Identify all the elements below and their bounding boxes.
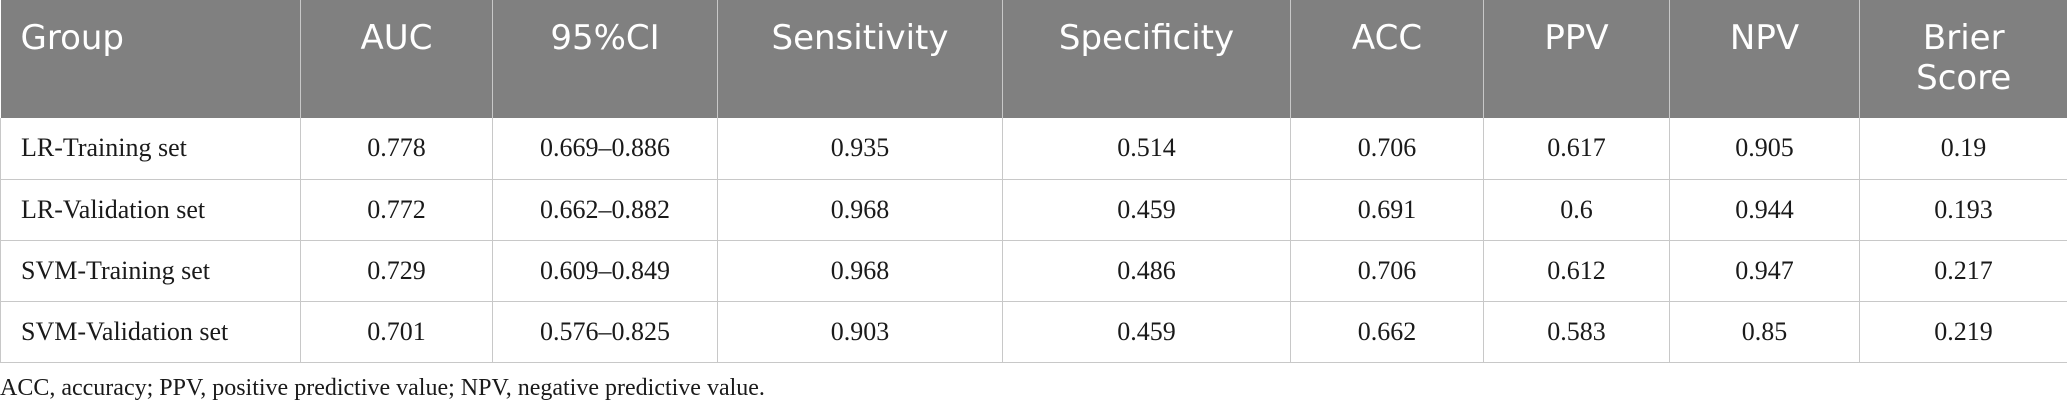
header-auc: AUC — [300, 0, 493, 118]
table-row: LR-Validation set 0.772 0.662–0.882 0.96… — [0, 179, 2067, 241]
metrics-table: Group AUC 95%CI Sensitivity Specificity … — [0, 0, 2067, 363]
cell-npv: 0.905 — [1669, 118, 1860, 180]
cell-group: SVM-Validation set — [0, 301, 301, 363]
header-95ci: 95%CI — [492, 0, 718, 118]
header-npv: NPV — [1669, 0, 1860, 118]
table-footnote: ACC, accuracy; PPV, positive predictive … — [0, 375, 765, 401]
cell-95ci: 0.669–0.886 — [492, 118, 718, 180]
cell-acc: 0.706 — [1290, 240, 1484, 302]
cell-auc: 0.778 — [300, 118, 493, 180]
cell-auc: 0.701 — [300, 301, 493, 363]
table-row: LR-Training set 0.778 0.669–0.886 0.935 … — [0, 118, 2067, 180]
cell-sensitivity: 0.903 — [717, 301, 1003, 363]
header-brier-score: Brier Score — [1859, 0, 2067, 118]
cell-brier-score: 0.219 — [1859, 301, 2067, 363]
cell-npv: 0.947 — [1669, 240, 1860, 302]
cell-npv: 0.944 — [1669, 179, 1860, 241]
header-sensitivity: Sensitivity — [717, 0, 1003, 118]
cell-specificity: 0.459 — [1002, 179, 1291, 241]
cell-brier-score: 0.193 — [1859, 179, 2067, 241]
table-row: SVM-Validation set 0.701 0.576–0.825 0.9… — [0, 301, 2067, 363]
cell-brier-score: 0.217 — [1859, 240, 2067, 302]
cell-group: SVM-Training set — [0, 240, 301, 302]
cell-95ci: 0.662–0.882 — [492, 179, 718, 241]
cell-95ci: 0.576–0.825 — [492, 301, 718, 363]
cell-sensitivity: 0.935 — [717, 118, 1003, 180]
cell-auc: 0.772 — [300, 179, 493, 241]
cell-acc: 0.691 — [1290, 179, 1484, 241]
cell-group: LR-Training set — [0, 118, 301, 180]
cell-acc: 0.706 — [1290, 118, 1484, 180]
cell-brier-score: 0.19 — [1859, 118, 2067, 180]
cell-group: LR-Validation set — [0, 179, 301, 241]
cell-specificity: 0.514 — [1002, 118, 1291, 180]
header-acc: ACC — [1290, 0, 1484, 118]
cell-npv: 0.85 — [1669, 301, 1860, 363]
metrics-table-container: Group AUC 95%CI Sensitivity Specificity … — [0, 0, 2067, 363]
cell-specificity: 0.459 — [1002, 301, 1291, 363]
header-group: Group — [0, 0, 301, 118]
cell-specificity: 0.486 — [1002, 240, 1291, 302]
cell-ppv: 0.583 — [1483, 301, 1670, 363]
table-row: SVM-Training set 0.729 0.609–0.849 0.968… — [0, 240, 2067, 302]
cell-sensitivity: 0.968 — [717, 240, 1003, 302]
cell-auc: 0.729 — [300, 240, 493, 302]
cell-acc: 0.662 — [1290, 301, 1484, 363]
cell-ppv: 0.6 — [1483, 179, 1670, 241]
cell-95ci: 0.609–0.849 — [492, 240, 718, 302]
cell-ppv: 0.617 — [1483, 118, 1670, 180]
header-specificity: Specificity — [1002, 0, 1291, 118]
header-ppv: PPV — [1483, 0, 1670, 118]
cell-ppv: 0.612 — [1483, 240, 1670, 302]
cell-sensitivity: 0.968 — [717, 179, 1003, 241]
header-row: Group AUC 95%CI Sensitivity Specificity … — [0, 0, 2067, 118]
